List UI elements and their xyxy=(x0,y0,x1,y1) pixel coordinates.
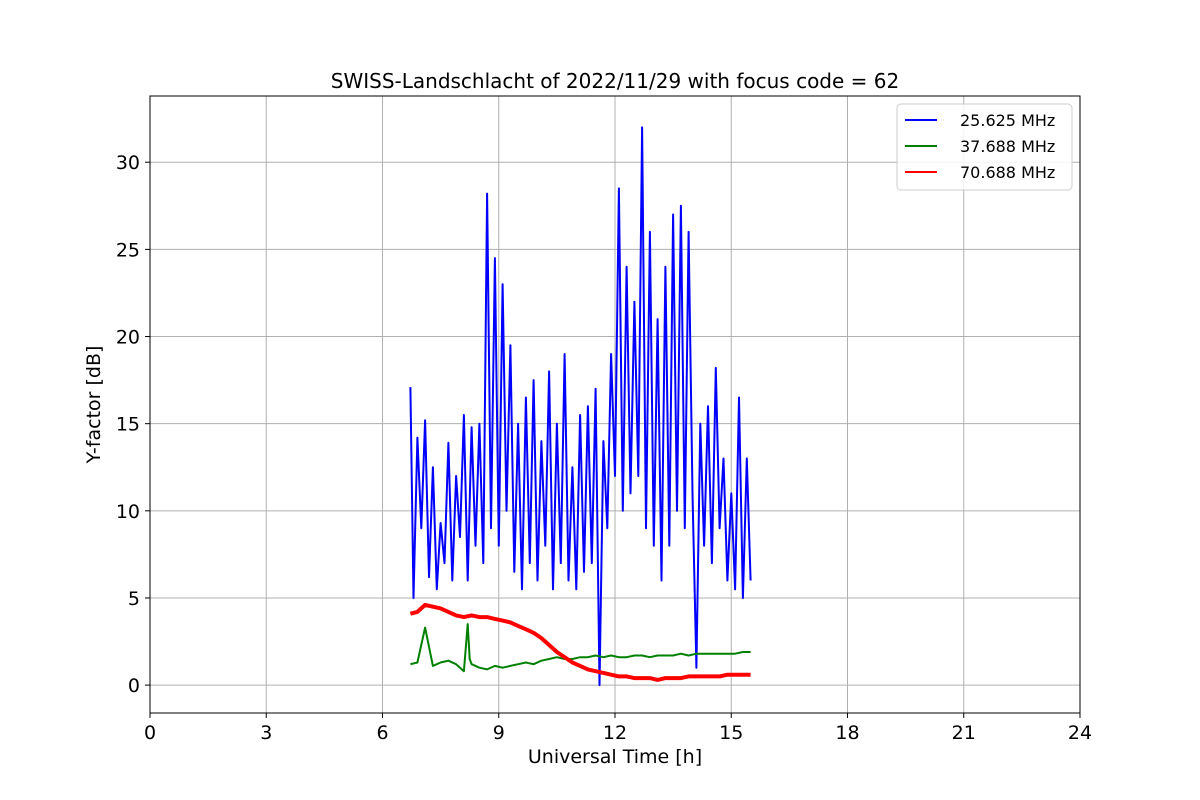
legend-label: 37.688 MHz xyxy=(960,137,1055,156)
x-tick-label: 21 xyxy=(952,722,976,744)
legend-label: 25.625 MHz xyxy=(960,111,1055,130)
x-tick-label: 3 xyxy=(260,722,272,744)
ticks: 0 3 6 9 12 15 18 21 24 0 5 10 15 20 25 30 xyxy=(116,152,1092,744)
y-tick-label: 30 xyxy=(116,152,140,174)
y-tick-label: 20 xyxy=(116,327,140,349)
y-axis-label: Y-factor [dB] xyxy=(83,346,105,465)
y-tick-label: 10 xyxy=(116,501,140,523)
x-tick-label: 0 xyxy=(144,722,156,744)
legend-box xyxy=(896,103,1073,191)
y-tick-label: 15 xyxy=(116,414,140,436)
x-tick-label: 18 xyxy=(835,722,859,744)
x-tick-label: 9 xyxy=(493,722,505,744)
x-tick-label: 24 xyxy=(1068,722,1092,744)
series-group xyxy=(409,126,752,687)
legend: 25.625 MHz 37.688 MHz 70.688 MHz xyxy=(896,103,1073,191)
series-line-2 xyxy=(410,623,751,673)
series-line-1 xyxy=(409,126,752,687)
series-line-3 xyxy=(409,602,751,682)
legend-label: 70.688 MHz xyxy=(960,163,1055,182)
x-tick-label: 15 xyxy=(719,722,743,744)
x-axis-label: Universal Time [h] xyxy=(528,746,702,768)
y-tick-label: 25 xyxy=(116,239,140,261)
x-tick-label: 12 xyxy=(603,722,627,744)
y-tick-label: 0 xyxy=(128,675,140,697)
chart-title: SWISS-Landschlacht of 2022/11/29 with fo… xyxy=(331,69,899,93)
x-tick-label: 6 xyxy=(376,722,388,744)
y-tick-label: 5 xyxy=(128,588,140,610)
